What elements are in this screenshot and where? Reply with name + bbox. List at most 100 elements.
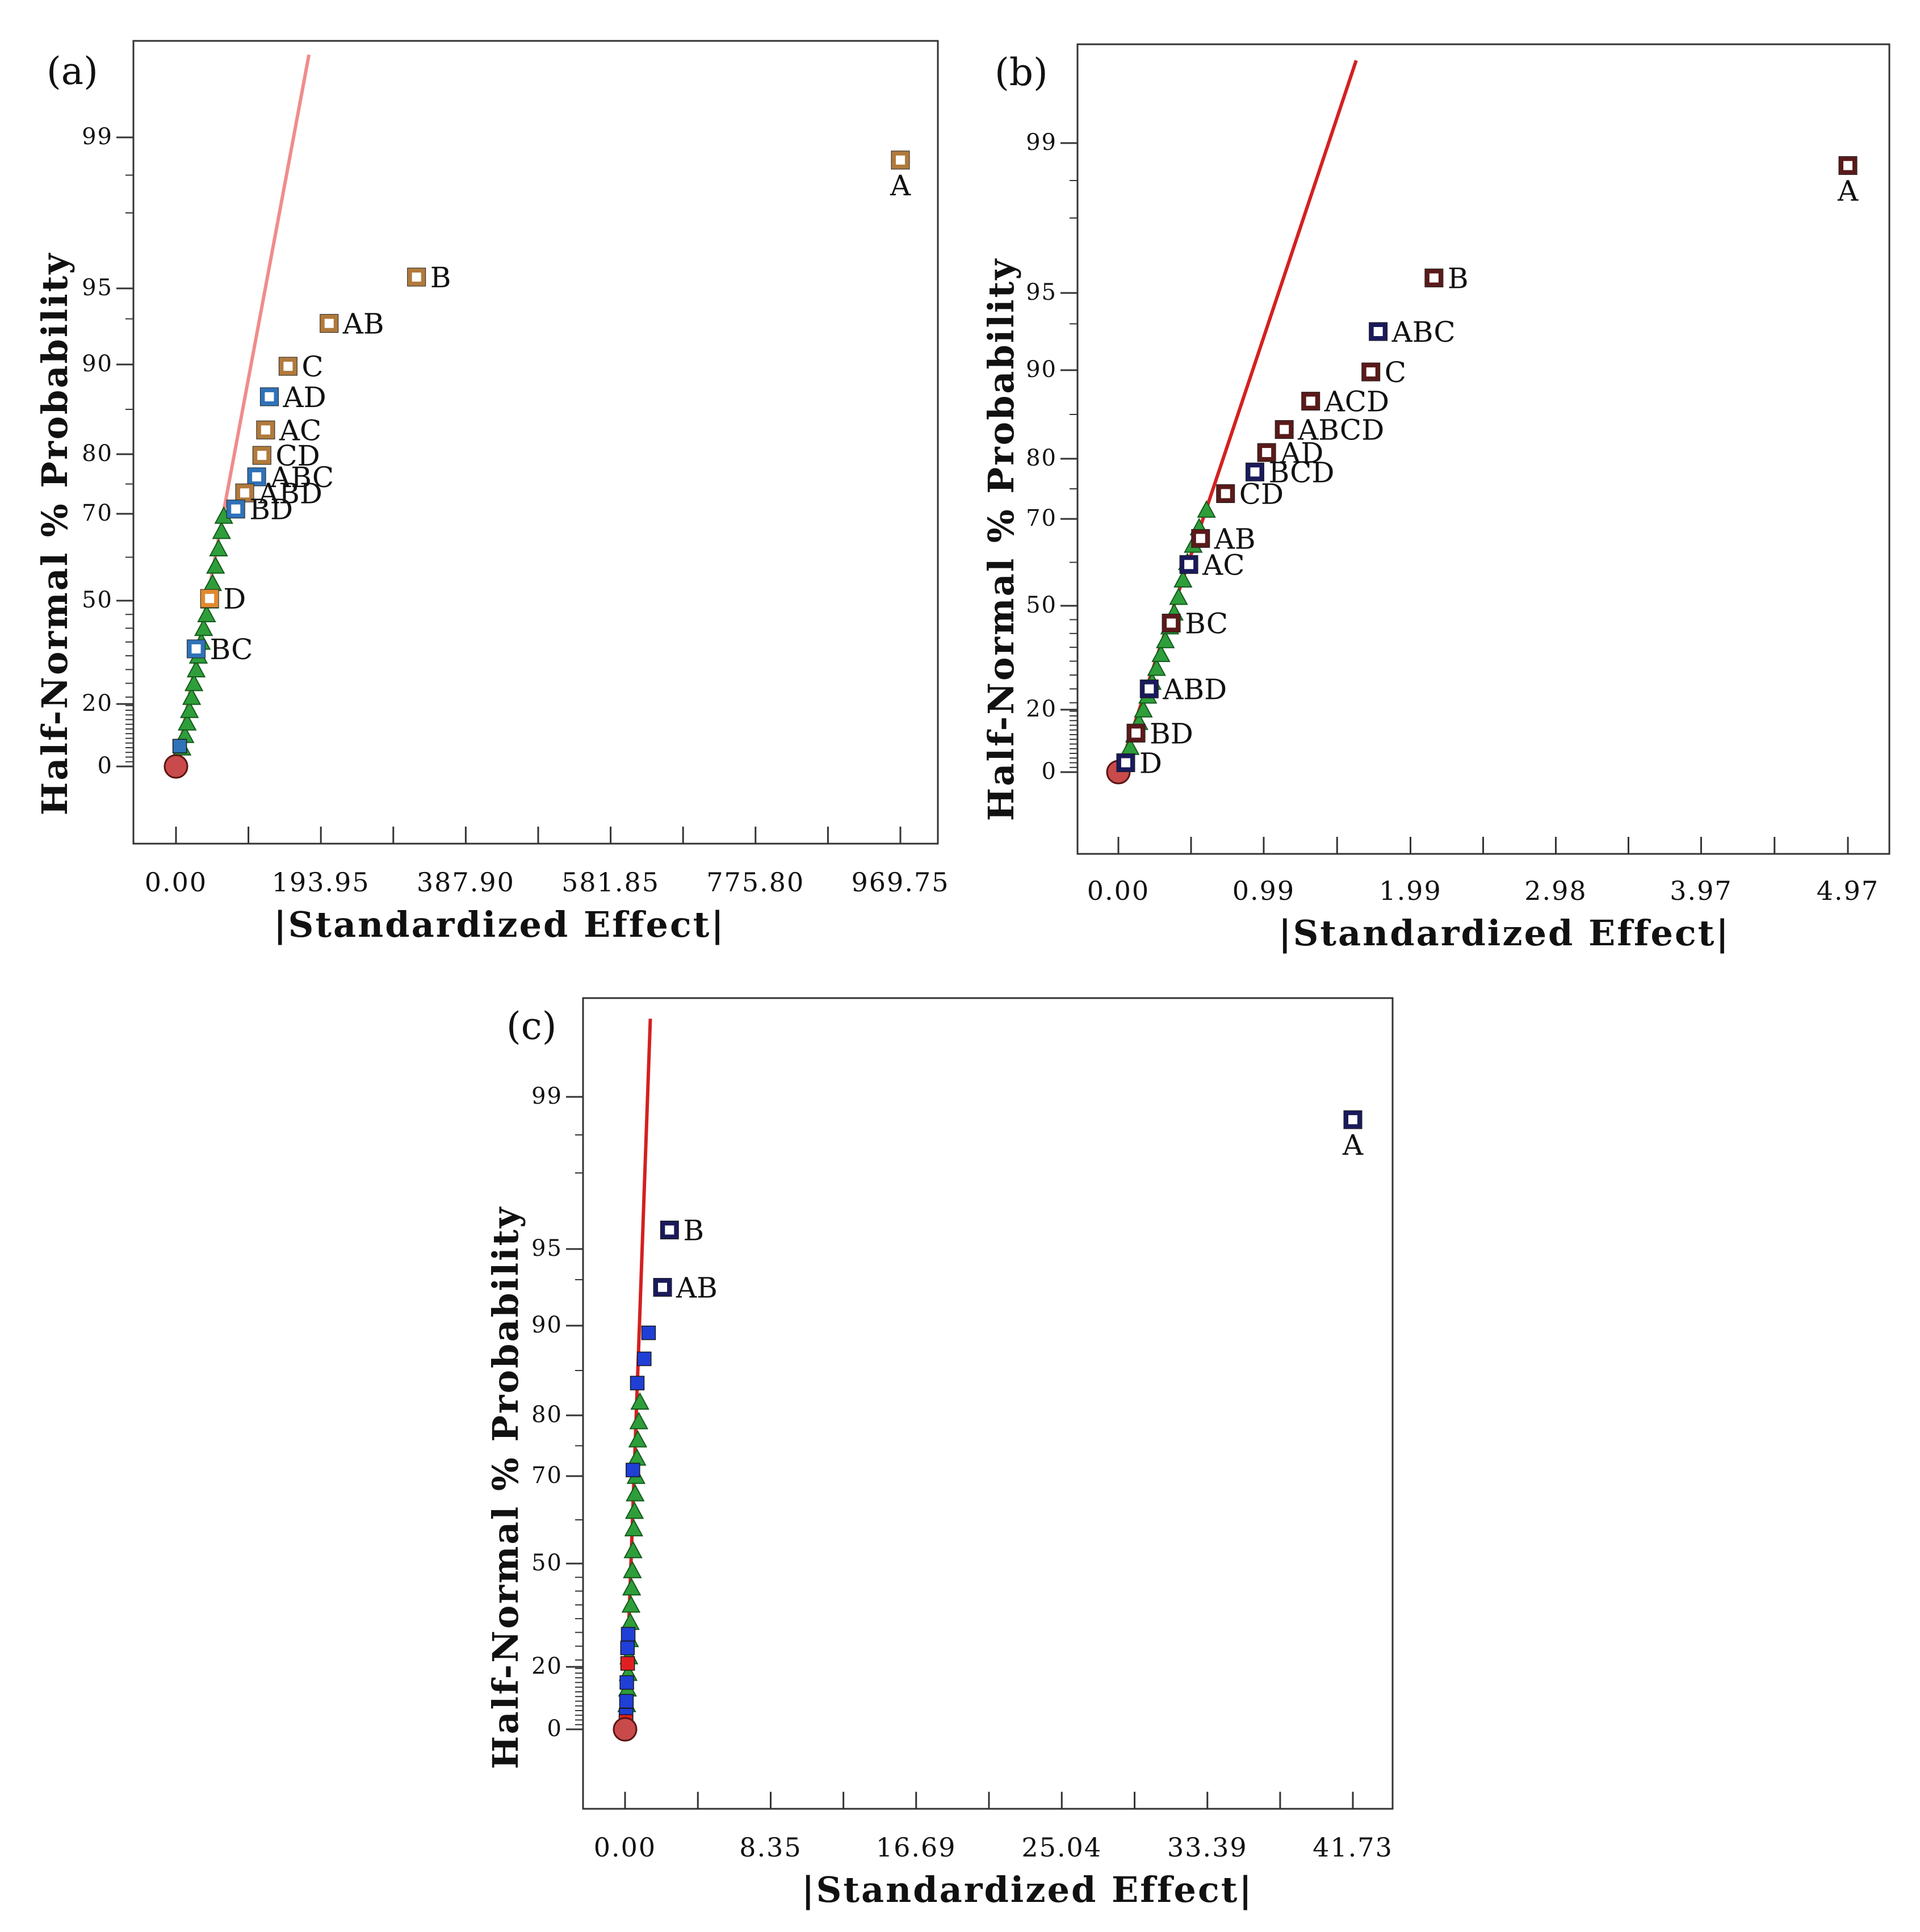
effect-label-ABD: ABD (1162, 673, 1227, 706)
x-tick-label: 193.95 (272, 867, 370, 898)
effect-marker-BC-inner (191, 644, 201, 653)
error-estimate-marker (194, 618, 213, 636)
effect-marker-ABC (1369, 322, 1388, 341)
y-tick-label: 20 (82, 690, 113, 716)
y-tick-label: 95 (531, 1235, 563, 1262)
effect-marker-BC-inner (1167, 618, 1176, 628)
y-tick-label: 50 (531, 1550, 563, 1576)
x-tick-label: 0.00 (145, 867, 207, 898)
x-tick-label: 0.00 (594, 1832, 656, 1863)
effect-marker-ACD (1301, 392, 1320, 411)
effect-label-ABC: ABC (270, 461, 334, 494)
effect-label-AB: AB (1214, 522, 1256, 555)
y-tick-label: 0 (98, 753, 113, 779)
plot-frame (582, 997, 1394, 1810)
x-tick-label: 8.35 (739, 1832, 802, 1863)
panel-a: (a) 0 20 50 70 80 90 95 99 0.00 193.95 387.90 581.85… (34, 40, 950, 945)
effect-marker-AB-inner (1196, 534, 1205, 543)
y-tick-label: 70 (531, 1462, 563, 1489)
effect-label-AC: AC (1202, 548, 1244, 581)
effect-label-ACD: ACD (1324, 385, 1389, 418)
effect-marker-ACD-inner (1306, 396, 1315, 406)
y-tick-label: 50 (1026, 592, 1057, 618)
effect-marker-AC-inner (1184, 560, 1194, 569)
x-axis-title: |Standardized Effect| (1278, 912, 1730, 954)
effect-label-CD: CD (1239, 477, 1284, 510)
effect-marker-unlabeled (626, 1462, 640, 1478)
effect-marker-A-inner (1348, 1115, 1357, 1125)
effect-marker-ABD-inner (240, 488, 250, 498)
effect-marker-CD (1216, 484, 1235, 503)
error-estimate-marker (627, 1448, 647, 1466)
effect-marker-ABD (1139, 679, 1159, 698)
error-estimate-marker (1169, 587, 1188, 605)
effect-marker-BC (187, 639, 206, 659)
effect-label-BD: BD (1150, 717, 1193, 750)
effect-marker-AC-inner (261, 425, 270, 435)
effect-marker-B-inner (1429, 273, 1439, 283)
error-estimate-marker (621, 1595, 641, 1613)
effect-marker-AB (1191, 529, 1210, 548)
effect-marker-BCD-inner (1250, 467, 1260, 477)
effect-label-AD: AD (282, 381, 326, 414)
effect-label-BC: BC (210, 633, 253, 666)
effect-label-A: A (890, 169, 911, 202)
effect-marker-AD (259, 387, 279, 406)
x-tick-label: 775.80 (706, 867, 804, 898)
effect-marker-AC (1179, 555, 1198, 574)
effect-marker-ABC (247, 467, 266, 487)
effect-marker-ABCD-inner (1280, 425, 1289, 434)
effect-marker-AD-inner (265, 392, 274, 401)
effect-label-C: C (301, 350, 323, 383)
effect-label-AC: AC (279, 414, 321, 447)
y-tick-label: 95 (1026, 279, 1057, 305)
effect-marker-AB (653, 1278, 672, 1297)
panel-label: (b) (995, 51, 1048, 94)
y-tick-label: 80 (531, 1402, 563, 1428)
effect-marker-D-inner (205, 594, 215, 604)
effect-marker-unlabeled (641, 1325, 656, 1340)
effect-marker-CD (252, 446, 271, 465)
error-estimate-marker (184, 673, 204, 692)
effect-marker-AC (256, 420, 275, 439)
effect-marker-BD (1126, 723, 1146, 743)
effect-label-AB: AB (676, 1272, 718, 1305)
error-estimate-marker (623, 1561, 642, 1578)
effect-label-CD: CD (275, 439, 320, 472)
effect-marker-unlabeled (620, 1656, 635, 1671)
y-tick-label: 90 (82, 351, 113, 377)
effect-marker-A-inner (896, 155, 905, 165)
effect-marker-B (660, 1221, 679, 1239)
x-tick-label: 581.85 (561, 867, 660, 898)
effect-marker-A-inner (1843, 161, 1852, 170)
effect-marker-unlabeled (172, 739, 187, 753)
effect-marker-C-inner (1366, 367, 1376, 377)
effect-label-B: B (1448, 262, 1469, 295)
x-tick-label: 2.98 (1524, 875, 1587, 906)
effect-marker-A (1343, 1110, 1363, 1129)
x-tick-label: 0.99 (1233, 875, 1295, 906)
effect-marker-CD-inner (1221, 489, 1230, 498)
effect-marker-AB (320, 314, 339, 333)
x-tick-label: 33.39 (1167, 1832, 1248, 1863)
panel-label: (c) (506, 1004, 556, 1048)
effect-marker-BD (226, 500, 245, 519)
effect-label-AB: AB (342, 308, 384, 341)
error-estimate-marker (178, 713, 197, 731)
effect-marker-unlabeled (621, 1627, 636, 1642)
x-axis-title: |Standardized Effect| (802, 1869, 1254, 1910)
error-estimate-marker (622, 1578, 642, 1596)
effect-marker-D-inner (1121, 758, 1130, 768)
plot-frame (1076, 43, 1890, 855)
effect-label-D: D (1139, 747, 1162, 780)
x-tick-label: 969.75 (852, 867, 950, 898)
effect-label-C: C (1385, 356, 1406, 389)
y-tick-label: 95 (82, 275, 113, 301)
effect-marker-D (200, 589, 219, 608)
error-estimate-marker (182, 687, 202, 705)
effect-label-BD: BD (249, 493, 293, 526)
effect-label-A: A (1837, 175, 1859, 208)
effect-marker-unlabeled (637, 1351, 652, 1367)
y-axis-title: Half-Normal % Probability (34, 252, 76, 815)
x-tick-label: 41.73 (1313, 1832, 1393, 1863)
